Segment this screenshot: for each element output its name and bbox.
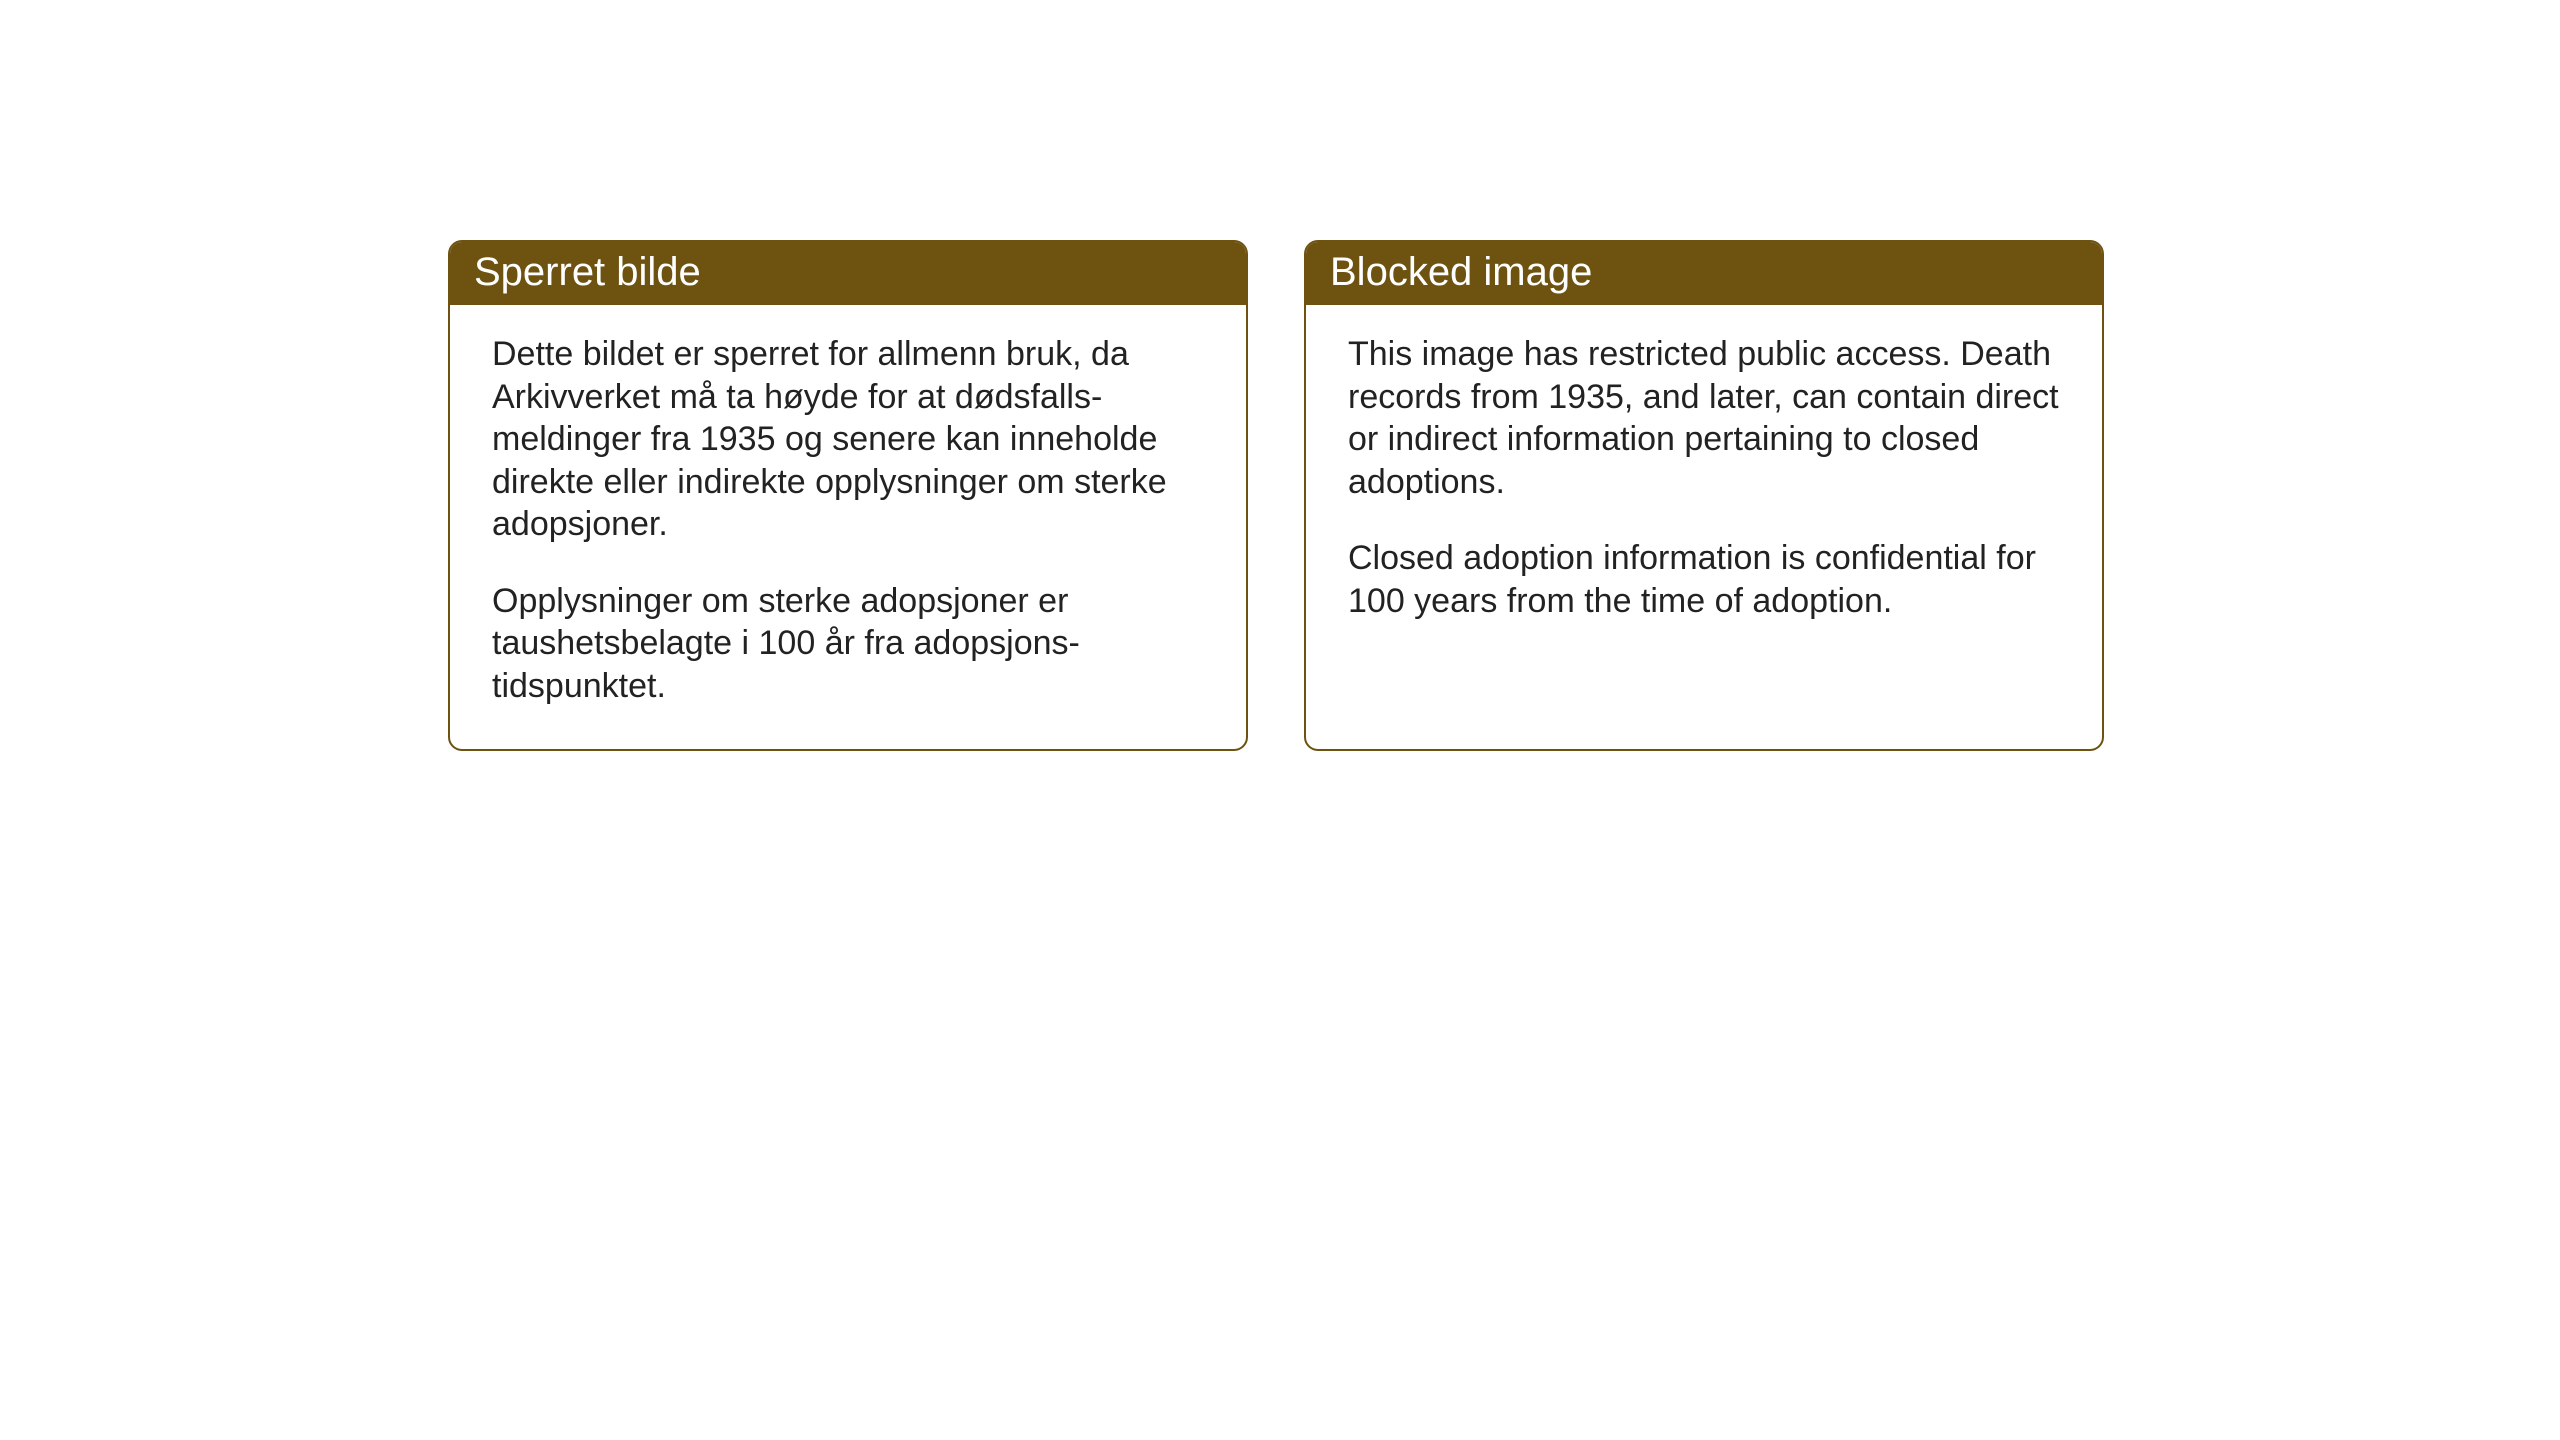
english-notice-card: Blocked image This image has restricted …	[1304, 240, 2104, 751]
norwegian-notice-card: Sperret bilde Dette bildet er sperret fo…	[448, 240, 1248, 751]
english-paragraph-2: Closed adoption information is confident…	[1348, 537, 2060, 622]
norwegian-paragraph-2: Opplysninger om sterke adopsjoner er tau…	[492, 580, 1204, 708]
notice-cards-container: Sperret bilde Dette bildet er sperret fo…	[448, 240, 2104, 751]
norwegian-paragraph-1: Dette bildet er sperret for allmenn bruk…	[492, 333, 1204, 546]
english-card-title: Blocked image	[1306, 242, 2102, 305]
norwegian-card-title: Sperret bilde	[450, 242, 1246, 305]
norwegian-card-body: Dette bildet er sperret for allmenn bruk…	[450, 305, 1246, 749]
english-card-body: This image has restricted public access.…	[1306, 305, 2102, 664]
english-paragraph-1: This image has restricted public access.…	[1348, 333, 2060, 503]
